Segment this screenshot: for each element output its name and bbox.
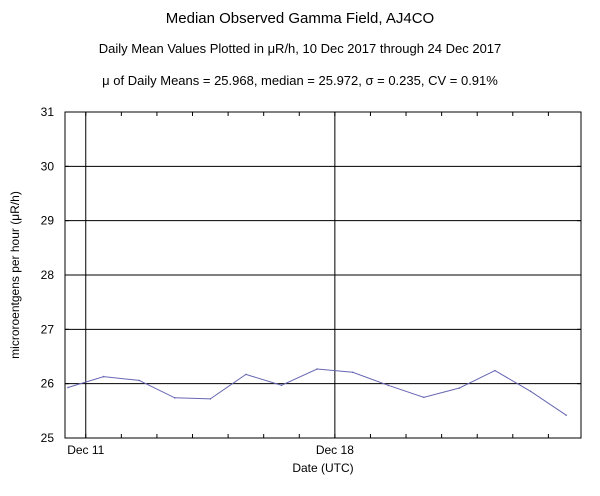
- grid-layer: [65, 111, 581, 439]
- y-axis-label: microroentgens per hour (μR/h): [8, 191, 22, 359]
- chart-title: Median Observed Gamma Field, AJ4CO: [165, 10, 435, 27]
- data-point: [280, 384, 283, 387]
- x-axis-label: Date (UTC): [292, 461, 353, 475]
- x-tick-label: Dec 11: [67, 443, 104, 457]
- y-tick-label: 27: [41, 322, 55, 336]
- data-point: [316, 368, 318, 370]
- x-tick-labels: Dec 11 Dec 18: [67, 443, 354, 457]
- data-point: [102, 375, 105, 378]
- data-point: [423, 396, 425, 399]
- data-point: [529, 390, 532, 393]
- y-tick-label: 30: [41, 159, 55, 173]
- data-point: [494, 369, 496, 372]
- series-layer: [67, 368, 567, 416]
- data-point: [173, 396, 176, 399]
- x-tick-label: Dec 18: [316, 443, 354, 457]
- chart-stats: μ of Daily Means = 25.968, median = 25.9…: [102, 73, 498, 88]
- series-line: [67, 368, 567, 416]
- y-tick-labels: 25 26 27 28 29 30 31: [41, 105, 55, 445]
- y-tick-label: 31: [41, 105, 55, 119]
- data-point: [351, 371, 354, 374]
- y-tick-label: 29: [41, 214, 55, 228]
- data-point: [209, 398, 212, 400]
- y-tick-label: 26: [41, 377, 55, 391]
- chart-subtitle: Daily Mean Values Plotted in μR/h, 10 De…: [98, 41, 502, 56]
- data-point: [565, 414, 567, 416]
- y-tick-label: 25: [41, 431, 55, 445]
- data-point: [245, 373, 247, 376]
- data-point: [458, 387, 461, 389]
- data-point: [67, 386, 69, 389]
- data-point: [138, 379, 140, 382]
- data-point: [387, 384, 390, 387]
- plot-frame: [64, 111, 582, 439]
- y-tick-label: 28: [41, 268, 55, 282]
